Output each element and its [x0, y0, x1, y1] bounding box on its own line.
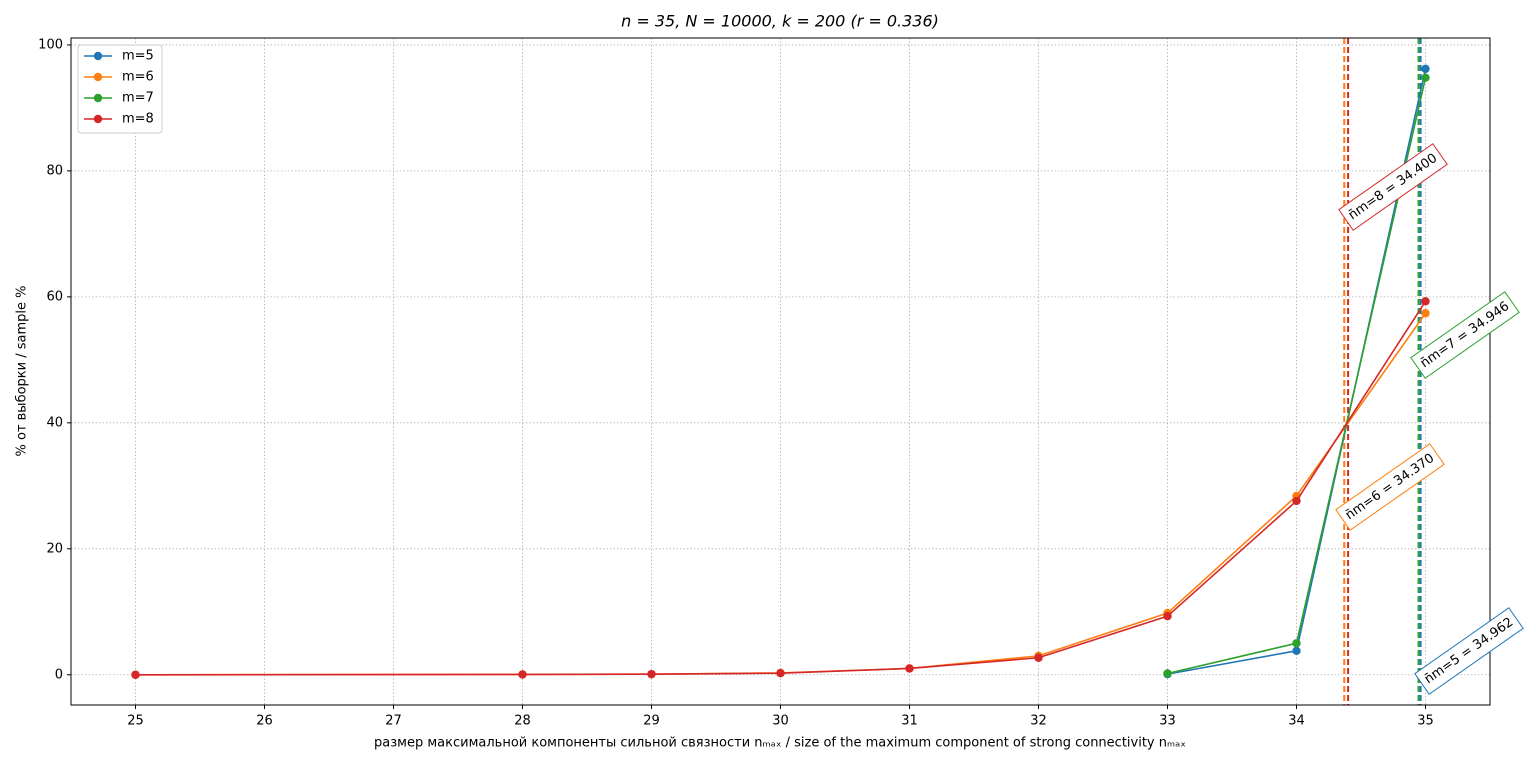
point — [905, 664, 914, 673]
annotation-label: n̄m=5 = 34.962 — [1422, 615, 1516, 687]
point — [1421, 297, 1430, 306]
x-tick-label: 34 — [1288, 714, 1305, 729]
point — [1292, 496, 1301, 506]
point — [1163, 611, 1172, 621]
legend-label: m=6 — [122, 70, 154, 85]
x-tick-label: 26 — [256, 714, 273, 729]
annotation-box — [1414, 607, 1524, 695]
annotation-box — [1335, 443, 1445, 531]
y-tick-label: 20 — [46, 541, 63, 556]
x-axis-label: размер максимальной компоненты сильной с… — [374, 736, 1186, 751]
x-tick-label: 30 — [772, 714, 789, 729]
annotation-box — [1338, 143, 1448, 231]
x-tick-label: 35 — [1417, 714, 1434, 729]
legend-marker — [93, 93, 103, 103]
point — [776, 668, 785, 678]
x-tick-label: 33 — [1159, 714, 1176, 729]
point — [1034, 653, 1043, 662]
chart-title: n = 35, N = 10000, k = 200 (r = 0.336) — [621, 12, 939, 31]
point — [647, 669, 656, 679]
plot-area — [131, 38, 1430, 705]
y-tick-label: 0 — [55, 667, 63, 682]
annotation: n̄m=5 = 34.962 — [1414, 607, 1524, 695]
y-tick-label: 60 — [46, 289, 63, 304]
annotation-box — [1410, 291, 1520, 379]
y-tick-label: 80 — [46, 163, 63, 178]
plot-frame — [70, 37, 1491, 706]
point — [1421, 64, 1430, 74]
point — [131, 670, 140, 679]
x-tick-label: 31 — [901, 714, 918, 729]
legend-box — [77, 44, 163, 134]
legend-marker — [93, 72, 103, 82]
annotation-label: n̄m=6 = 34.370 — [1343, 451, 1437, 523]
x-tick-label: 25 — [127, 714, 144, 729]
point — [1421, 309, 1430, 318]
annotation: n̄m=6 = 34.370 — [1335, 443, 1445, 531]
point — [1292, 639, 1301, 648]
y-tick-label: 100 — [38, 37, 63, 52]
legend-label: m=8 — [122, 112, 154, 127]
legend-marker — [93, 51, 103, 61]
x-tick-label: 28 — [514, 714, 531, 729]
legend-label: m=5 — [122, 49, 154, 64]
point — [1421, 73, 1430, 82]
point — [518, 670, 527, 679]
y-tick-label: 40 — [46, 415, 63, 430]
annotation-label: n̄m=7 = 34.946 — [1418, 299, 1512, 371]
x-tick-label: 32 — [1030, 714, 1047, 729]
point — [1163, 669, 1172, 678]
y-axis-label: % от выборки / sample % — [15, 286, 30, 457]
x-tick-label: 27 — [385, 714, 402, 729]
legend-marker — [93, 114, 103, 124]
point — [1292, 646, 1301, 656]
x-tick-label: 29 — [643, 714, 660, 729]
legend-label: m=7 — [122, 91, 154, 106]
